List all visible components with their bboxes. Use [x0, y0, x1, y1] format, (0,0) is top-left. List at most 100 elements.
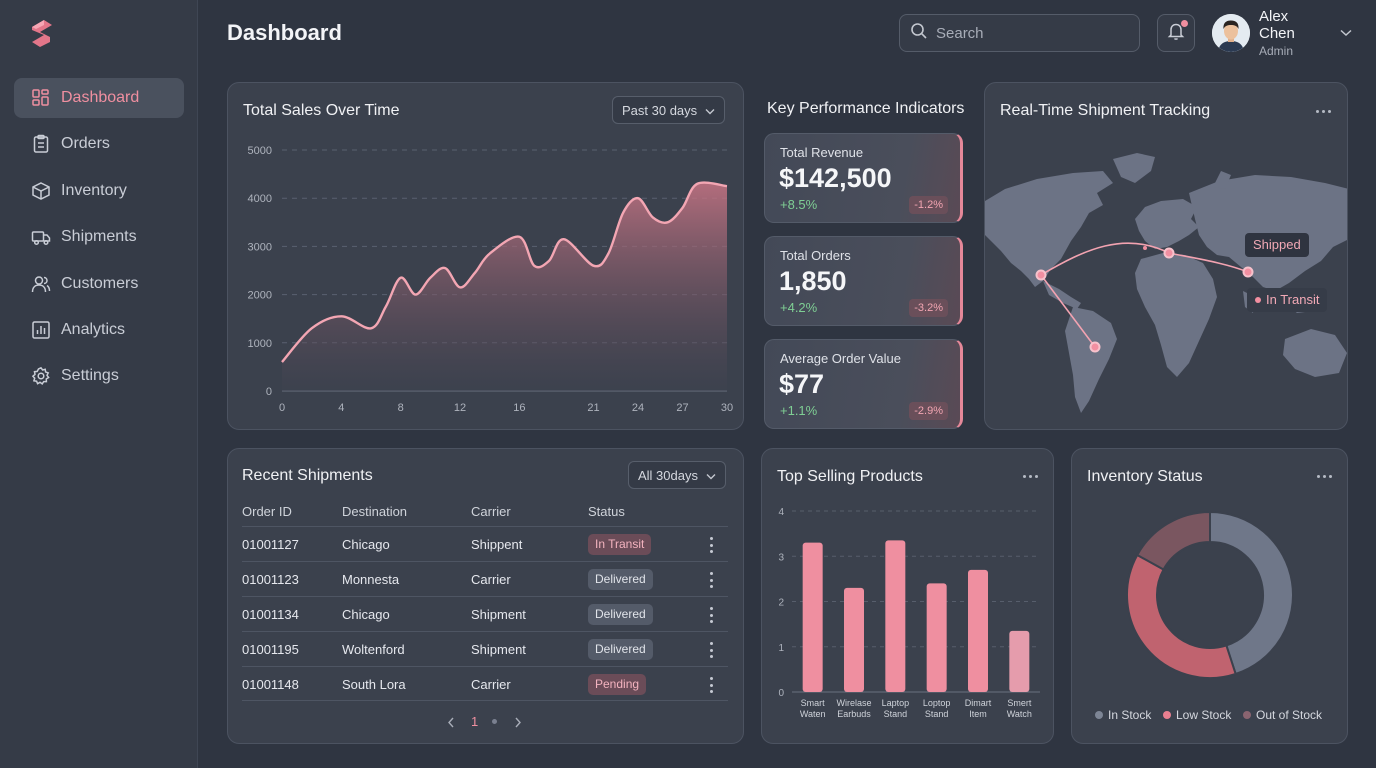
kpi-value: 1,850: [779, 266, 847, 296]
sidebar-item-analytics[interactable]: Analytics: [14, 310, 184, 350]
chevron-down-icon[interactable]: [1340, 24, 1352, 42]
row-menu-icon[interactable]: [708, 642, 714, 658]
truck-icon: [30, 226, 52, 248]
status-badge: In Transit: [588, 534, 652, 555]
kpi-card-aov[interactable]: Average Order Value $77 +1.1% -2.9%: [764, 339, 963, 429]
shipments-card-title: Recent Shipments: [242, 467, 373, 484]
shipped-label[interactable]: Shipped: [1245, 233, 1309, 257]
sidebar-item-customers[interactable]: Customers: [14, 264, 184, 304]
users-icon: [30, 273, 52, 295]
search-input[interactable]: [936, 24, 1126, 42]
row-menu-icon[interactable]: [708, 677, 714, 693]
row-menu-icon[interactable]: [708, 607, 714, 623]
pagination-current-page[interactable]: 1: [471, 714, 479, 729]
column-header-destination[interactable]: Destination: [342, 504, 408, 519]
tracking-card-title: Real-Time Shipment Tracking: [1000, 102, 1211, 119]
shipments-filter-dropdown[interactable]: All 30days: [628, 461, 726, 489]
bar[interactable]: [968, 569, 988, 692]
grid-icon: [30, 87, 52, 109]
status-dot: [1255, 297, 1261, 303]
pagination-prev-icon[interactable]: [447, 716, 455, 731]
brand-logo[interactable]: [28, 18, 56, 48]
donut-slice[interactable]: [1135, 510, 1211, 571]
carrier-cell: Shippent: [471, 537, 523, 552]
bar[interactable]: [844, 587, 864, 692]
sidebar-item-label: Shipments: [61, 228, 137, 246]
donut-slice[interactable]: [1126, 553, 1237, 679]
table-row[interactable]: 01001123 Monnesta Carrier Delivered: [242, 561, 728, 596]
products-card: Top Selling Products 4 3 2 1 0 Smart Waten Wire…: [761, 448, 1054, 744]
kpi-card-orders[interactable]: Total Orders 1,850 +4.2% -3.2%: [764, 236, 963, 326]
legend-in-stock[interactable]: In Stock: [1095, 708, 1151, 722]
column-header-order-id[interactable]: Order ID: [242, 504, 292, 519]
sidebar-nav: Dashboard Orders Inventory Shipments Cus…: [14, 78, 184, 403]
x-tick-label: 0: [279, 402, 285, 414]
inventory-card-title: Inventory Status: [1087, 468, 1203, 485]
donut-slice[interactable]: [1209, 510, 1294, 676]
row-menu-icon[interactable]: [708, 537, 714, 553]
date-range-dropdown[interactable]: Past 30 days: [612, 96, 726, 124]
user-menu[interactable]: Alex Chen Admin: [1212, 8, 1352, 58]
bar[interactable]: [802, 542, 823, 692]
carrier-cell: Carrier: [471, 572, 511, 587]
kpi-change: +8.5%: [780, 197, 818, 212]
world-map[interactable]: [985, 131, 1348, 430]
x-tick-label: Smart: [801, 698, 826, 708]
sidebar-item-settings[interactable]: Settings: [14, 356, 184, 396]
legend-low-stock[interactable]: Low Stock: [1163, 708, 1231, 722]
sidebar-item-shipments[interactable]: Shipments: [14, 217, 184, 257]
search-box[interactable]: [899, 14, 1140, 52]
sidebar-item-dashboard[interactable]: Dashboard: [14, 78, 184, 118]
sales-area: [282, 182, 727, 391]
sales-line[interactable]: [281, 181, 728, 363]
sidebar-item-orders[interactable]: Orders: [14, 124, 184, 164]
x-tick-label: 4: [338, 402, 344, 414]
bar[interactable]: [1009, 630, 1030, 692]
table-row[interactable]: 01001148 South Lora Carrier Pending: [242, 666, 728, 702]
bar[interactable]: [926, 583, 947, 692]
row-menu-icon[interactable]: [708, 572, 714, 588]
status-badge: Delivered: [588, 569, 653, 590]
more-options-icon[interactable]: [1312, 104, 1334, 118]
x-tick-label: Smert: [1007, 698, 1032, 708]
sales-card-title: Total Sales Over Time: [243, 102, 400, 119]
sidebar-item-label: Settings: [61, 367, 119, 385]
status-badge: Pending: [588, 674, 647, 695]
table-row[interactable]: 01001195 Woltenford Shipment Delivered: [242, 631, 728, 666]
sidebar-item-label: Inventory: [61, 181, 127, 199]
bell-icon: [1166, 21, 1186, 46]
kpi-card-revenue[interactable]: Total Revenue $142,500 +8.5% -1.2%: [764, 133, 963, 223]
sales-chart: 5000 4000 3000 2000 1000 00 4 8 12 16 21 24 27 30: [248, 145, 734, 414]
destination-cell: Woltenford: [342, 642, 405, 657]
legend-out-of-stock[interactable]: Out of Stock: [1243, 708, 1322, 722]
sidebar-item-label: Analytics: [61, 320, 126, 338]
column-header-carrier[interactable]: Carrier: [471, 504, 511, 519]
y-tick-label: 0: [266, 386, 272, 398]
order-id-cell: 01001195: [242, 642, 299, 657]
gear-icon: [30, 365, 52, 387]
inventory-card: Inventory Status: [1071, 448, 1348, 744]
user-name: Alex Chen: [1259, 8, 1295, 42]
sidebar-item-inventory[interactable]: Inventory: [14, 171, 184, 211]
destination-cell: Monnesta: [342, 572, 400, 587]
x-tick-label: 27: [676, 402, 688, 414]
table-row[interactable]: 01001134 Chicago Shipment Delivered: [242, 596, 728, 631]
table-row[interactable]: 01001127 Chicago Shippent In Transit: [242, 526, 728, 561]
order-id-cell: 01001148: [242, 677, 299, 692]
pagination-dot[interactable]: [492, 719, 497, 724]
x-tick-label: Watch: [1007, 709, 1032, 719]
more-options-icon[interactable]: [1313, 469, 1335, 483]
x-tick-label: 21: [587, 402, 599, 414]
y-tick-label: 0: [778, 688, 784, 699]
chevron-down-icon: [706, 468, 716, 483]
notifications-button[interactable]: [1157, 14, 1195, 52]
x-tick-label: Waten: [800, 709, 826, 719]
page-title: Dashboard: [227, 20, 342, 45]
y-tick-label: 2: [778, 598, 784, 609]
more-options-icon[interactable]: [1019, 469, 1041, 483]
avatar[interactable]: [1212, 14, 1250, 52]
bar[interactable]: [885, 540, 906, 692]
column-header-status[interactable]: Status: [588, 504, 625, 519]
pagination-next-icon[interactable]: [514, 716, 522, 731]
in-transit-label[interactable]: In Transit: [1247, 288, 1328, 312]
